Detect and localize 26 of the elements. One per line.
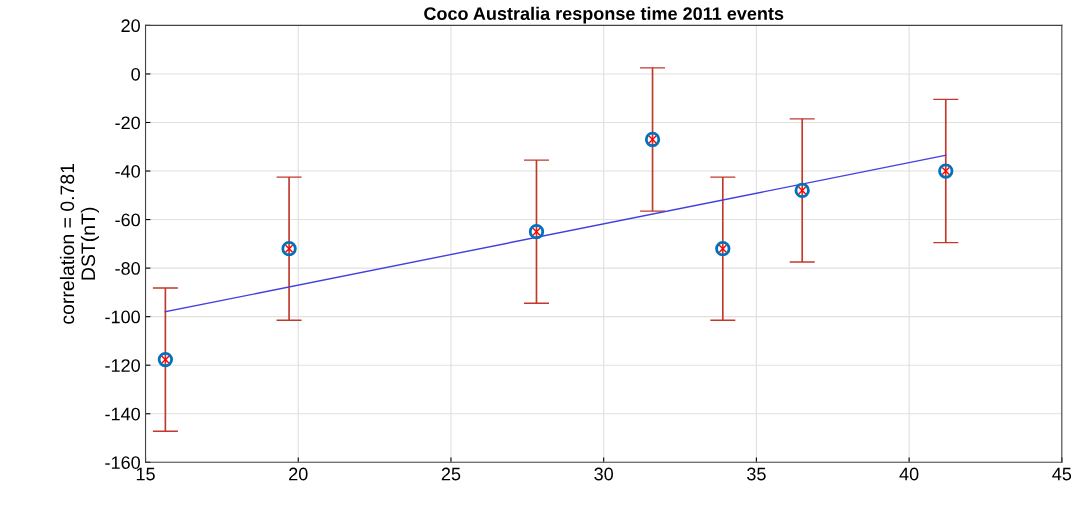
y-tick-label: -160	[105, 456, 140, 469]
point	[281, 241, 297, 257]
y-axis-title: correlation = 0.781 DST(nT)	[59, 163, 99, 324]
y-tick-label: 20	[121, 19, 140, 33]
point	[715, 241, 731, 257]
x-tick-label: 30	[594, 467, 614, 481]
x-tick-label: 25	[441, 467, 461, 481]
x-tick-label: 40	[899, 467, 919, 481]
y-tick-label: -140	[105, 407, 140, 421]
y-tick-label: -20	[115, 116, 140, 130]
chart-title: Coco Australia response time 2011 events	[424, 6, 784, 24]
y-tick-label: -60	[115, 213, 140, 227]
point	[794, 182, 810, 199]
y-tick-label: -100	[105, 310, 140, 324]
point	[644, 131, 661, 148]
x-tick-label: 35	[747, 467, 766, 481]
y-tick-label: -40	[115, 164, 140, 178]
y-tick-label: 0	[131, 67, 140, 81]
point	[938, 163, 954, 179]
x-tick-label: 15	[136, 467, 155, 481]
x-tick-label: 20	[289, 467, 308, 481]
y-tick-label: -120	[105, 359, 140, 372]
point	[528, 224, 545, 240]
x-tick-label: 45	[1052, 467, 1072, 481]
point	[157, 351, 174, 368]
y-tick-label: -80	[115, 262, 140, 275]
